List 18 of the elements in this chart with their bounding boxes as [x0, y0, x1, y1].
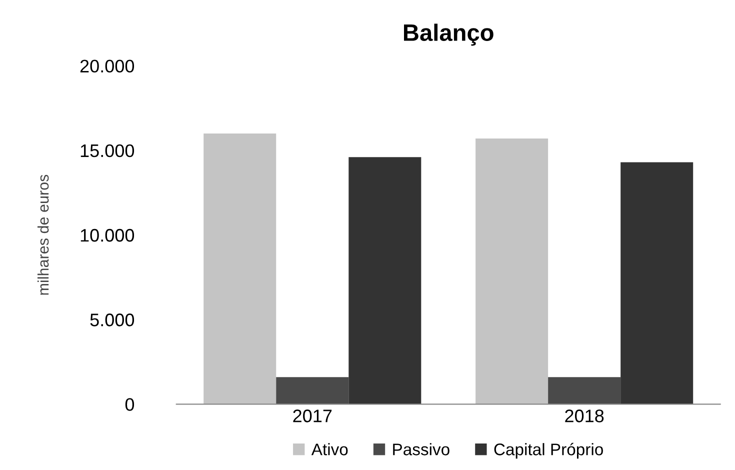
x-tick-label: 2018: [565, 410, 604, 422]
bar: [476, 138, 548, 404]
y-tick-label: 20.000: [80, 60, 134, 73]
legend-label: Capital Próprio: [494, 442, 603, 459]
y-tick-label: 15.000: [80, 144, 134, 158]
chart-title: Balanço: [404, 24, 494, 46]
bar: [348, 157, 422, 404]
y-tick-label: 10.000: [80, 228, 134, 242]
bar: [204, 133, 276, 404]
legend-label: Passivo: [393, 443, 450, 456]
x-tick-label: 2017: [293, 410, 332, 422]
bar: [548, 377, 621, 404]
y-tick-label: 5.000: [90, 314, 134, 326]
legend-label: Ativo: [311, 443, 348, 456]
bar: [276, 377, 349, 404]
bar: [620, 162, 694, 404]
y-axis-title: milhares de euros: [37, 174, 49, 295]
y-tick-label: 0: [125, 398, 134, 411]
